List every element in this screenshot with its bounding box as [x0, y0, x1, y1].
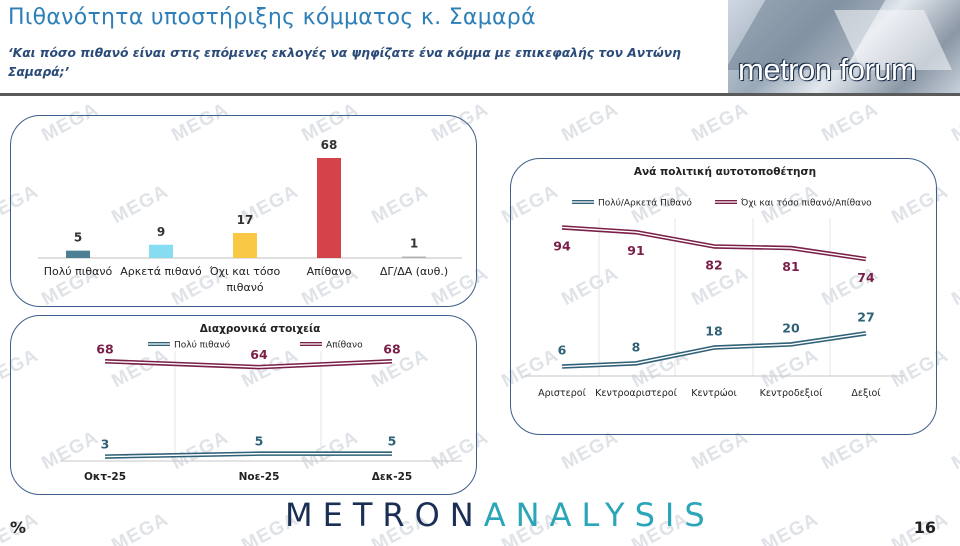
data-label: 68	[321, 138, 338, 152]
data-label: 5	[74, 231, 82, 245]
data-label: 68	[383, 341, 400, 356]
tick-label: Δεξιοί	[851, 388, 881, 399]
watermark-text: MEGA	[558, 98, 623, 147]
bar	[233, 233, 257, 258]
data-label: 18	[705, 324, 722, 339]
tick-label: πιθανό	[226, 281, 263, 294]
data-label: 74	[857, 270, 875, 285]
ideology-chart: Ανά πολιτική αυτοτοποθέτηση Πολύ/Αρκετά Π…	[524, 166, 904, 399]
data-label: 8	[632, 339, 641, 354]
tick-label: ΔΓ/ΔΑ (αυθ.)	[380, 265, 448, 278]
tick-label: Αρκετά πιθανό	[120, 265, 202, 278]
header-divider	[0, 93, 960, 96]
data-label: 5	[388, 434, 397, 449]
data-label: 68	[96, 341, 113, 356]
watermark-text: MEGA	[948, 98, 960, 147]
series-line-inner	[104, 360, 393, 368]
series-line-inner	[104, 452, 392, 458]
bar-chart-panel	[10, 115, 477, 307]
unit-label: %	[10, 518, 27, 537]
legend-label: Απίθανο	[326, 341, 363, 351]
header: Πιθανότητα υποστήριξης κόμματος κ. Σαμαρ…	[0, 0, 960, 96]
data-label: 20	[782, 320, 800, 335]
tick-label: Νοε-25	[239, 471, 280, 483]
data-label: 17	[237, 213, 254, 227]
ideology-panel	[510, 158, 937, 435]
data-label: 82	[705, 257, 722, 272]
legend-label: Πολύ πιθανό	[174, 340, 231, 351]
page-subtitle: ‘Και πόσο πιθανό είναι στις επόμενες εκλ…	[8, 46, 681, 79]
watermark-text: MEGA	[948, 426, 960, 475]
metron-analysis-logo: METRONANALYSIS	[285, 496, 715, 534]
metron-forum-logo: metron forum 2.0	[728, 0, 960, 93]
tick-label: Κεντροαριστεροί	[595, 388, 677, 399]
tick-label: Δεκ-25	[372, 471, 412, 483]
series-line-inner	[561, 226, 867, 260]
data-label: 9	[157, 225, 165, 239]
time-series-panel	[10, 315, 477, 495]
tick-label: Όχι και τόσο	[209, 265, 281, 278]
page-title: Πιθανότητα υποστήριξης κόμματος κ. Σαμαρ…	[8, 5, 536, 30]
bar-chart: 5 Πολύ πιθανό 9 Αρκετά πιθανό 17 Όχι και τόσο…	[38, 138, 462, 294]
data-label: 3	[101, 437, 110, 452]
bar	[66, 250, 90, 258]
legend-label: Πολύ/Αρκετά Πιθανό	[598, 198, 692, 209]
watermark-text: MEGA	[688, 98, 753, 147]
brand-metron: METRON	[285, 496, 484, 534]
page-number: 16	[913, 518, 936, 537]
series-line	[561, 225, 867, 262]
data-label: 81	[782, 259, 799, 274]
tick-label: Κεντρώοι	[691, 388, 736, 399]
logo-text: metron forum 2.0	[738, 52, 917, 93]
data-label: 6	[558, 343, 567, 358]
bar	[149, 244, 173, 258]
chart-title: Διαχρονικά στοιχεία	[200, 323, 321, 335]
chart-title: Ανά πολιτική αυτοτοποθέτηση	[634, 166, 816, 178]
data-label: 1	[410, 237, 418, 251]
bar	[317, 158, 341, 258]
data-label: 27	[857, 309, 874, 324]
watermark-text: MEGA	[758, 508, 823, 546]
brand-analysis: ANALYSIS	[483, 496, 715, 534]
tick-label: Οκτ-25	[84, 471, 126, 483]
watermark-text: MEGA	[818, 98, 883, 147]
bar	[402, 256, 426, 258]
tick-label: Αριστεροί	[538, 388, 586, 399]
data-label: 5	[255, 434, 264, 449]
legend-label: Όχι και τόσο πιθανό/Απίθανο	[740, 198, 872, 209]
data-label: 91	[627, 243, 644, 258]
tick-label: Πολύ πιθανό	[44, 265, 113, 278]
tick-label: Απίθανο	[307, 265, 352, 278]
series-line-inner	[561, 332, 867, 368]
data-label: 94	[553, 238, 571, 253]
watermark-text: MEGA	[948, 262, 960, 311]
watermark-text: MEGA	[108, 508, 173, 546]
data-label: 64	[250, 347, 268, 362]
time-series-chart: Διαχρονικά στοιχεία Πολύ πιθανό Απίθανο 3 5 5…	[60, 323, 462, 483]
tick-label: Κεντροδεξιοί	[760, 388, 824, 399]
